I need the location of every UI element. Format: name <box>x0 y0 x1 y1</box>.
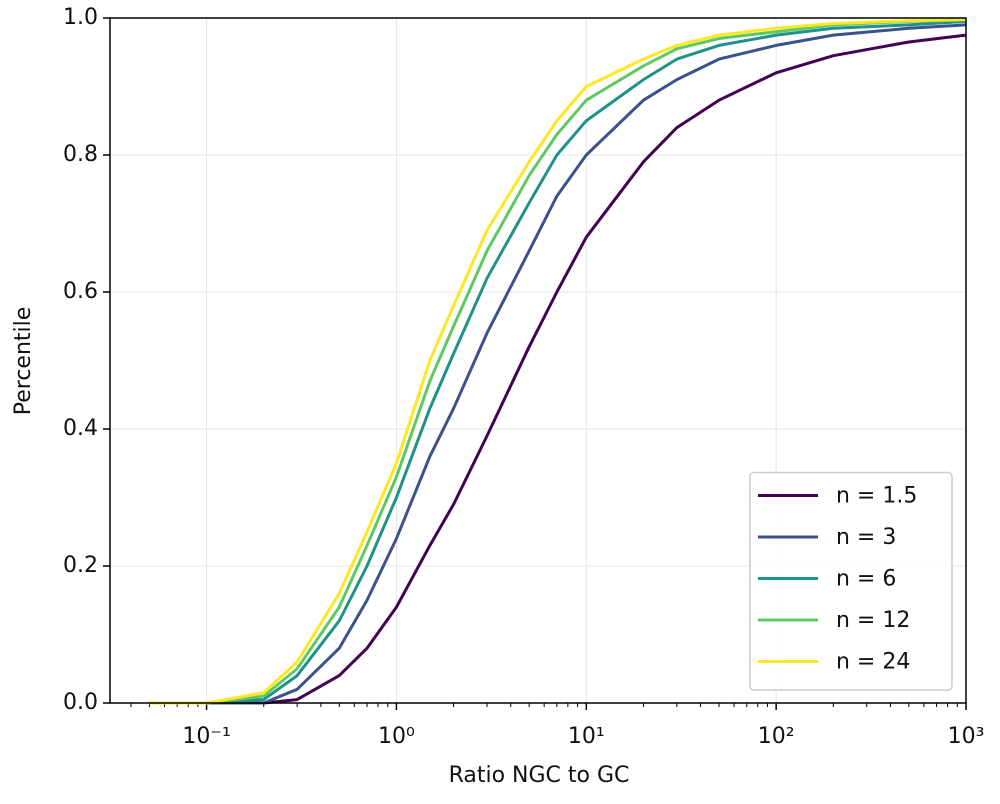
data-line <box>149 23 967 705</box>
legend-label: n = 3 <box>836 525 896 550</box>
data-line <box>149 18 967 705</box>
y-tick-label: 0.2 <box>63 553 98 578</box>
y-tick-label: 0.0 <box>63 690 98 715</box>
y-tick-label: 1.0 <box>63 5 98 30</box>
x-tick-label: 10⁰ <box>378 724 415 749</box>
y-tick-label: 0.4 <box>63 416 98 441</box>
data-line <box>149 19 967 705</box>
x-tick-label: 10⁻¹ <box>182 724 230 749</box>
legend-label: n = 24 <box>836 650 910 675</box>
plot-frame <box>109 17 967 704</box>
x-tick-label: 10² <box>758 724 795 749</box>
y-tick-label: 0.6 <box>63 279 98 304</box>
x-axis-label: Ratio NGC to GC <box>449 763 630 788</box>
data-line <box>149 33 967 705</box>
legend-box <box>749 471 953 691</box>
x-tick-label: 10³ <box>948 724 985 749</box>
data-line <box>149 17 967 705</box>
legend-label: n = 6 <box>836 567 896 592</box>
y-axis-label: Percentile <box>11 307 36 416</box>
y-tick-label: 0.8 <box>63 142 98 167</box>
x-tick-label: 10¹ <box>568 724 605 749</box>
legend-label: n = 1.5 <box>836 484 917 509</box>
legend-label: n = 12 <box>836 608 910 633</box>
